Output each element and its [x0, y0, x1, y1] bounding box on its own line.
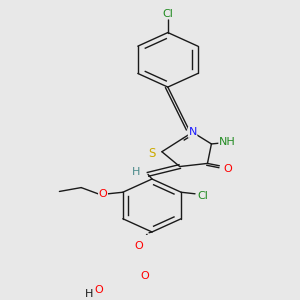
Text: NH: NH [219, 136, 236, 147]
Text: Cl: Cl [162, 9, 173, 19]
Text: O: O [135, 241, 143, 251]
Text: S: S [148, 147, 156, 160]
Text: N: N [188, 127, 197, 137]
Text: O: O [99, 189, 107, 199]
Text: H: H [132, 167, 140, 177]
Text: O: O [141, 272, 149, 281]
Text: Cl: Cl [197, 191, 208, 201]
Text: H: H [84, 289, 93, 299]
Text: O: O [223, 164, 232, 174]
Text: O: O [94, 285, 103, 295]
